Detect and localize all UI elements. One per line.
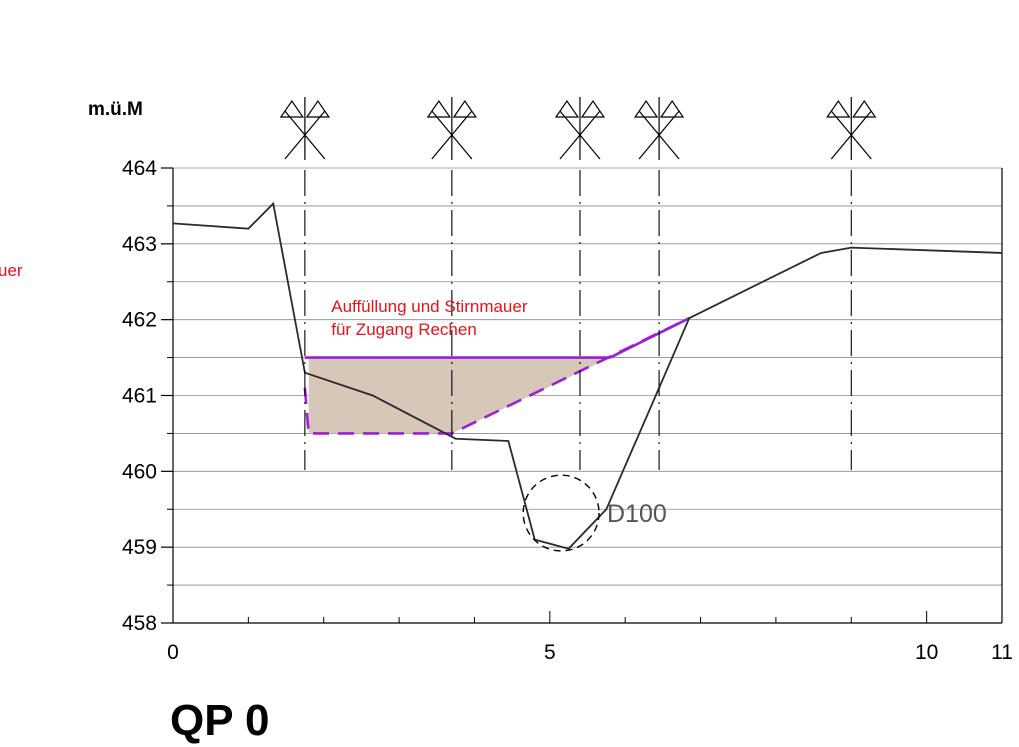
y-tick-label: 461: [122, 385, 157, 408]
clipped-annotation-text: uer: [0, 261, 23, 280]
pile-cross-b: [284, 110, 326, 160]
annotation-text: für Zugang Rechen: [331, 320, 477, 339]
x-tick-label: 11: [991, 641, 1013, 664]
pile-triangle-right: [452, 99, 477, 118]
pile-triangle-left: [633, 99, 659, 118]
x-tick-label: 10: [915, 641, 938, 664]
pile-cross-b: [431, 110, 473, 160]
pile-triangle-right: [659, 99, 685, 118]
pipe-label: D100: [607, 500, 667, 528]
pile-triangle-right: [580, 99, 606, 118]
x-tick-label: 0: [167, 641, 179, 664]
pile-triangle-right: [852, 99, 877, 118]
y-axis-label: m.ü.M: [88, 99, 143, 120]
pile-cross-b: [638, 110, 680, 160]
terrain-line: [172, 201, 1003, 550]
annotation-text: Auffüllung und Stirnmauer: [331, 297, 528, 316]
axis-labels: 458 459 460 461 462 463 464 0 5 10 11 D100 Auffüllun…: [122, 157, 1013, 664]
pipe-circle-outline: [522, 474, 600, 552]
fill-outline: [303, 316, 690, 435]
pipe-circle: [522, 474, 600, 552]
page-title: QP 0: [170, 696, 269, 745]
pile-triangle-left: [426, 99, 451, 118]
terrain-profile: [172, 201, 1003, 550]
gridlines: [173, 167, 1002, 624]
pile-triangle-left: [554, 99, 580, 118]
pile-triangle-right: [305, 99, 331, 118]
y-tick-label: 458: [122, 612, 157, 635]
pile-cross-b: [830, 110, 872, 160]
y-tick-label: 464: [122, 157, 157, 180]
y-tick-label: 462: [122, 309, 157, 332]
pile-triangle-left: [826, 99, 851, 118]
y-tick-label: 463: [122, 233, 157, 256]
fill-polygon: [308, 357, 611, 434]
y-tick-label: 460: [122, 460, 157, 483]
x-tick-label: 5: [544, 641, 556, 664]
pile-triangle-left: [279, 99, 305, 118]
y-tick-label: 459: [122, 536, 157, 559]
fill-area: [308, 357, 611, 434]
pile-markers: [279, 97, 877, 470]
axis-ticks: [161, 167, 1003, 624]
pile-cross-b: [559, 110, 601, 160]
